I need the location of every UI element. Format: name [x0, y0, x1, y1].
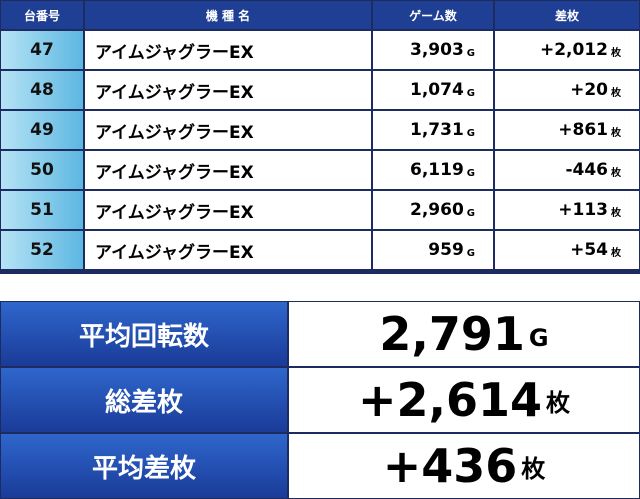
machine-number: 51	[1, 191, 83, 229]
summary-label: 平均差枚	[1, 434, 287, 498]
game-unit: G	[466, 208, 475, 219]
diff-count: +20	[570, 80, 608, 100]
diff-count: +2,012	[539, 40, 608, 60]
summary-value-cell: +2,614 枚	[289, 368, 639, 432]
game-unit: G	[466, 88, 475, 99]
diff-unit: 枚	[611, 168, 621, 179]
game-count-cell: 1,074 G	[373, 71, 493, 109]
diff-unit: 枚	[611, 208, 621, 219]
game-unit: G	[466, 48, 475, 59]
summary-value: +2,614	[357, 373, 543, 427]
game-count-cell: 6,119 G	[373, 151, 493, 189]
diff-cell: +861 枚	[495, 111, 639, 149]
machine-model: アイムジャグラーEX	[85, 191, 371, 229]
summary-unit: G	[528, 324, 549, 352]
game-count: 959	[428, 240, 464, 260]
machine-table: 台番号機 種 名ゲーム数 差枚 47 アイムジャグラーEX 3,903 G +2,012 枚 4…	[0, 0, 640, 274]
game-unit: G	[466, 168, 475, 179]
machine-number: 50	[1, 151, 83, 189]
game-count-cell: 959 G	[373, 231, 493, 269]
summary-value: +436	[382, 439, 518, 493]
diff-unit: 枚	[611, 48, 621, 59]
diff-count: -446	[565, 160, 608, 180]
machine-number: 47	[1, 31, 83, 69]
header-cell: 差枚	[495, 1, 639, 29]
header-cell: 機 種 名	[85, 1, 371, 29]
diff-cell: +113 枚	[495, 191, 639, 229]
diff-unit: 枚	[611, 88, 621, 99]
game-count: 6,119	[410, 160, 464, 180]
summary-unit: 枚	[546, 389, 571, 417]
machine-model: アイムジャグラーEX	[85, 111, 371, 149]
summary-unit: 枚	[521, 455, 546, 483]
diff-unit: 枚	[611, 248, 621, 259]
game-count-cell: 2,960 G	[373, 191, 493, 229]
machine-model: アイムジャグラーEX	[85, 151, 371, 189]
machine-model: アイムジャグラーEX	[85, 31, 371, 69]
summary-value-cell: 2,791 G	[289, 302, 639, 366]
summary-label: 総差枚	[1, 368, 287, 432]
machine-number: 48	[1, 71, 83, 109]
game-unit: G	[466, 248, 475, 259]
diff-count: +113	[558, 200, 608, 220]
diff-unit: 枚	[611, 128, 621, 139]
machine-number: 52	[1, 231, 83, 269]
game-count: 3,903	[410, 40, 464, 60]
header-cell: ゲーム数	[373, 1, 493, 29]
diff-count: +861	[558, 120, 608, 140]
summary-value-cell: +436 枚	[289, 434, 639, 498]
summary-table: 平均回転数 2,791 G 総差枚 +2,614 枚平均差枚 +436 枚	[0, 301, 640, 499]
diff-cell: -446 枚	[495, 151, 639, 189]
machine-number: 49	[1, 111, 83, 149]
diff-count: +54	[570, 240, 608, 260]
game-unit: G	[466, 128, 475, 139]
summary-label: 平均回転数	[1, 302, 287, 366]
header-cell: 台番号	[1, 1, 83, 29]
game-count-cell: 1,731 G	[373, 111, 493, 149]
game-count: 1,731	[410, 120, 464, 140]
game-count: 1,074	[410, 80, 464, 100]
machine-model: アイムジャグラーEX	[85, 231, 371, 269]
game-count-cell: 3,903 G	[373, 31, 493, 69]
summary-value: 2,791	[379, 307, 525, 361]
diff-cell: +2,012 枚	[495, 31, 639, 69]
diff-cell: +20 枚	[495, 71, 639, 109]
diff-cell: +54 枚	[495, 231, 639, 269]
game-count: 2,960	[410, 200, 464, 220]
machine-model: アイムジャグラーEX	[85, 71, 371, 109]
